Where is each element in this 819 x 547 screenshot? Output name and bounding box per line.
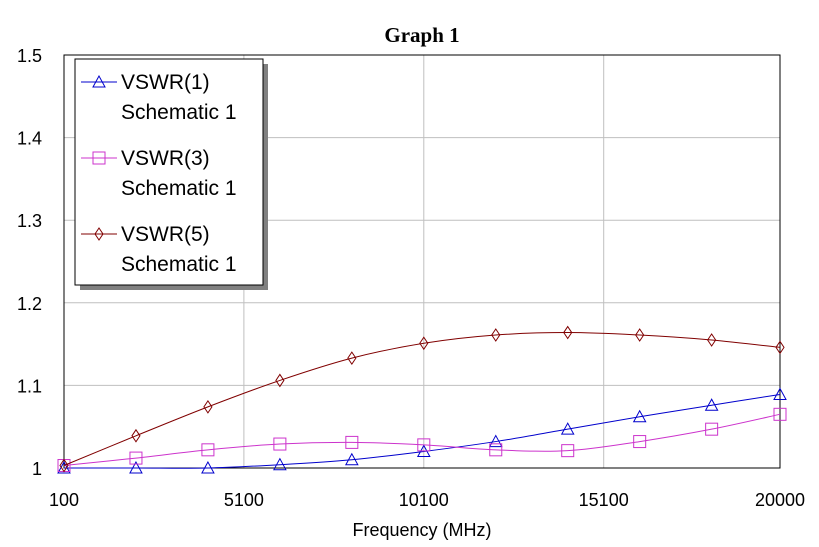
legend-series-name: VSWR(3) bbox=[121, 147, 210, 170]
y-tick-label: 1.5 bbox=[17, 46, 42, 66]
data-point-square bbox=[129, 451, 143, 465]
x-tick-label: 100 bbox=[49, 490, 79, 510]
x-tick-label: 10100 bbox=[399, 490, 449, 510]
y-tick-label: 1.3 bbox=[17, 211, 42, 231]
data-point-triangle bbox=[344, 452, 359, 466]
x-axis-label: Frequency (MHz) bbox=[352, 520, 491, 540]
y-tick-label: 1.1 bbox=[17, 376, 42, 396]
data-point-diamond bbox=[707, 333, 717, 347]
data-point-diamond bbox=[419, 336, 429, 351]
legend-entry: VSWR(3) Schematic 1 bbox=[81, 147, 237, 200]
legend-entry: VSWR(5) Schematic 1 bbox=[81, 223, 237, 276]
data-point-square bbox=[273, 437, 287, 451]
data-point-triangle bbox=[201, 460, 215, 474]
data-point-square bbox=[92, 151, 106, 165]
data-point-triangle bbox=[632, 409, 647, 423]
data-point-diamond bbox=[275, 373, 285, 388]
data-point-square bbox=[705, 422, 719, 436]
data-point-diamond bbox=[203, 399, 213, 414]
plot-area-border bbox=[63, 54, 781, 469]
data-point-square bbox=[417, 438, 431, 452]
data-point-diamond bbox=[59, 458, 69, 473]
y-tick-label: 1 bbox=[32, 459, 42, 479]
data-point-square bbox=[345, 435, 359, 449]
data-point-diamond bbox=[775, 340, 785, 355]
data-point-triangle bbox=[129, 460, 143, 474]
data-point-diamond bbox=[94, 227, 104, 241]
legend-series-source: Schematic 1 bbox=[121, 177, 237, 200]
data-point-triangle bbox=[92, 74, 106, 88]
series-line bbox=[63, 413, 781, 467]
legend-series-source: Schematic 1 bbox=[121, 101, 237, 124]
y-axis: 1 1.1 1.2 1.3 1.4 1.5 bbox=[17, 46, 42, 479]
data-point-triangle bbox=[488, 434, 503, 448]
x-axis: 100 5100 10100 15100 20000 bbox=[49, 490, 805, 510]
series-3 bbox=[59, 325, 785, 473]
legend-series-source: Schematic 1 bbox=[121, 253, 237, 276]
y-tick-label: 1.2 bbox=[17, 294, 42, 314]
y-tick-label: 1.4 bbox=[17, 129, 42, 149]
data-point-square bbox=[201, 443, 215, 457]
data-point-diamond bbox=[131, 428, 141, 443]
data-point-triangle bbox=[704, 398, 719, 411]
series-group bbox=[57, 325, 787, 474]
legend-box bbox=[74, 58, 264, 286]
data-point-square bbox=[633, 435, 647, 449]
chart-title: Graph 1 bbox=[384, 23, 459, 47]
data-point-triangle bbox=[273, 457, 287, 471]
series-line bbox=[64, 393, 781, 469]
x-tick-label: 5100 bbox=[224, 490, 264, 510]
data-point-diamond bbox=[563, 325, 573, 340]
data-point-triangle bbox=[560, 422, 575, 435]
series-1 bbox=[57, 387, 787, 474]
data-point-triangle bbox=[773, 387, 787, 400]
series-line bbox=[63, 332, 781, 466]
data-point-diamond bbox=[347, 351, 357, 366]
x-tick-label: 15100 bbox=[579, 490, 629, 510]
data-point-diamond bbox=[635, 328, 645, 342]
series-2 bbox=[57, 407, 787, 473]
x-tick-label: 20000 bbox=[755, 490, 805, 510]
data-point-square bbox=[489, 443, 503, 457]
legend-entry: VSWR(1) Schematic 1 bbox=[81, 71, 237, 124]
data-point-square bbox=[773, 407, 787, 421]
legend-series-name: VSWR(1) bbox=[121, 71, 210, 94]
legend-series-name: VSWR(5) bbox=[121, 223, 210, 246]
data-point-square bbox=[561, 444, 575, 458]
data-point-diamond bbox=[491, 328, 501, 342]
